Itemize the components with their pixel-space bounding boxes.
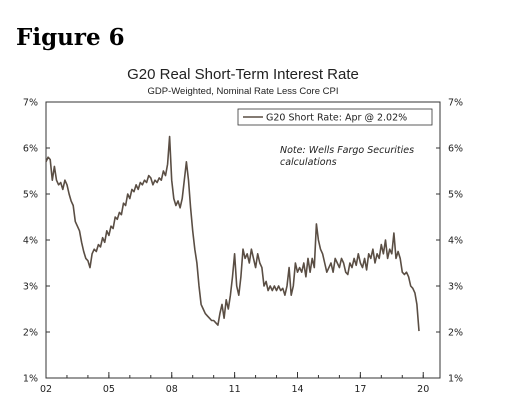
x-tick-label: 05	[103, 384, 115, 395]
y-tick-label-left: 1%	[23, 374, 38, 385]
legend-label: G20 Short Rate: Apr @ 2.02%	[266, 113, 407, 124]
y-tick-label-left: 6%	[23, 144, 38, 155]
x-tick-label: 02	[40, 384, 52, 395]
x-tick-label: 17	[354, 384, 366, 395]
legend-box	[237, 108, 433, 126]
chart-subtitle: GDP-Weighted, Nominal Rate Less Core CPI	[148, 86, 339, 97]
y-tick-label-right: 1%	[448, 374, 463, 385]
figure-label: Figure 6	[16, 24, 125, 51]
y-tick-label-right: 3%	[448, 282, 463, 293]
y-tick-label-right: 7%	[448, 98, 463, 109]
x-tick-label: 11	[229, 384, 241, 395]
x-tick-label: 20	[417, 384, 429, 395]
legend: G20 Short Rate: Apr @ 2.02%	[237, 108, 433, 126]
y-tick-label-left: 2%	[23, 328, 38, 339]
y-tick-label-right: 4%	[448, 236, 463, 247]
chart-note-line2: calculations	[280, 157, 337, 168]
y-tick-label-left: 3%	[23, 282, 38, 293]
x-tick-label: 14	[291, 384, 303, 395]
series-line-g20-short-rate	[45, 135, 420, 332]
chart-note-line1: Note: Wells Fargo Securities	[280, 145, 414, 156]
y-tick-label-right: 5%	[448, 190, 463, 201]
chart-title: G20 Real Short-Term Interest Rate	[127, 66, 359, 83]
y-tick-label-left: 5%	[23, 190, 38, 201]
y-tick-label-right: 6%	[448, 144, 463, 155]
y-tick-label-left: 7%	[23, 98, 38, 109]
x-axis: 02 05 08 11 14 17 20	[40, 372, 429, 395]
y-axis-left: 1% 2% 3% 4% 5% 6% 7%	[23, 98, 50, 385]
y-axis-right: 1% 2% 3% 4% 5% 6% 7%	[436, 98, 463, 385]
x-tick-label: 08	[166, 384, 178, 395]
y-tick-label-left: 4%	[23, 236, 38, 247]
y-tick-label-right: 2%	[448, 328, 463, 339]
